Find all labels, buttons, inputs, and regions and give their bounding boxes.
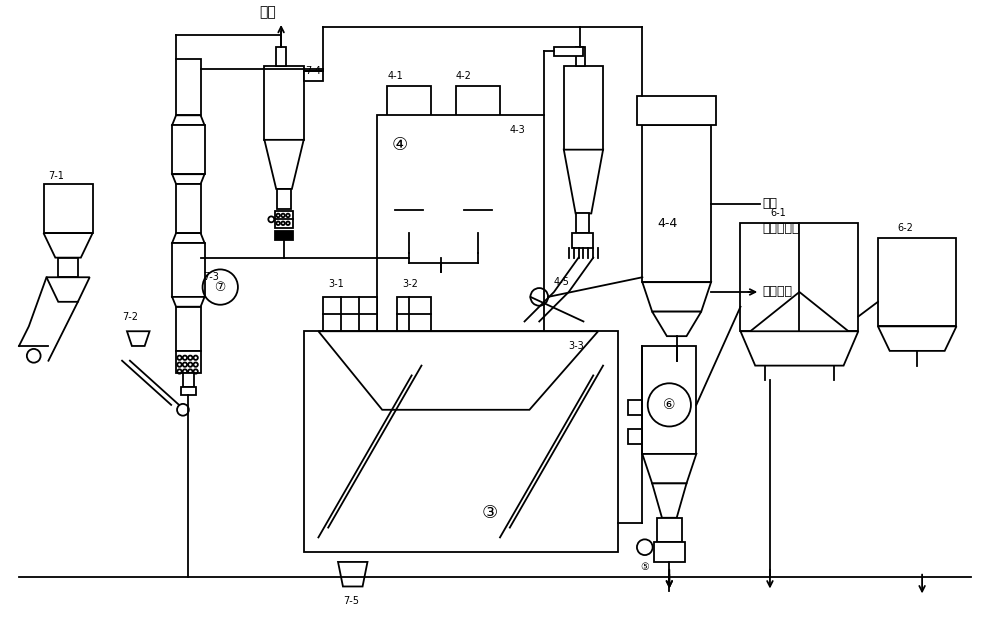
Bar bbox=[654, 542, 685, 562]
Bar bbox=[642, 346, 696, 454]
Bar bbox=[576, 47, 585, 66]
Bar bbox=[181, 388, 196, 395]
Polygon shape bbox=[46, 278, 90, 302]
Text: 7-3: 7-3 bbox=[204, 272, 219, 282]
Bar bbox=[628, 429, 642, 444]
Text: 空气: 空气 bbox=[762, 197, 777, 210]
Text: 制酸装置: 制酸装置 bbox=[762, 286, 792, 299]
Polygon shape bbox=[637, 96, 716, 125]
Text: 自鼓风机来: 自鼓风机来 bbox=[762, 222, 800, 234]
Bar bbox=[172, 125, 205, 174]
Polygon shape bbox=[750, 292, 848, 331]
Bar bbox=[387, 86, 431, 130]
Polygon shape bbox=[264, 140, 304, 189]
Bar bbox=[740, 223, 858, 331]
Polygon shape bbox=[740, 331, 858, 366]
Bar bbox=[472, 169, 484, 199]
Polygon shape bbox=[642, 454, 696, 483]
Bar bbox=[44, 184, 93, 233]
Bar bbox=[572, 233, 593, 248]
Text: 4-5: 4-5 bbox=[554, 277, 570, 287]
Polygon shape bbox=[564, 149, 603, 214]
Polygon shape bbox=[642, 282, 711, 312]
Bar bbox=[397, 297, 431, 331]
Text: ⑥: ⑥ bbox=[663, 398, 676, 412]
Text: 7-1: 7-1 bbox=[48, 171, 64, 181]
Text: 3-1: 3-1 bbox=[328, 279, 344, 289]
Bar bbox=[576, 214, 589, 233]
Text: 6-2: 6-2 bbox=[898, 223, 913, 233]
Text: ③: ③ bbox=[482, 504, 498, 522]
Bar bbox=[172, 243, 205, 297]
Bar bbox=[564, 66, 603, 149]
Bar bbox=[275, 211, 293, 228]
Text: 4-1: 4-1 bbox=[387, 71, 403, 81]
Bar bbox=[304, 71, 323, 81]
Polygon shape bbox=[172, 115, 205, 125]
Bar bbox=[277, 189, 291, 209]
Polygon shape bbox=[172, 174, 205, 184]
Bar bbox=[377, 115, 544, 410]
Text: 4-4: 4-4 bbox=[657, 217, 677, 230]
Bar bbox=[58, 258, 78, 278]
Polygon shape bbox=[652, 483, 687, 518]
Bar bbox=[176, 184, 201, 233]
Text: 7-2: 7-2 bbox=[122, 311, 138, 321]
Text: 4-3: 4-3 bbox=[510, 125, 526, 135]
Polygon shape bbox=[172, 297, 205, 307]
Bar bbox=[878, 238, 956, 326]
Bar bbox=[304, 331, 618, 552]
Text: ④: ④ bbox=[392, 136, 408, 154]
Bar bbox=[403, 169, 416, 199]
Text: 3-2: 3-2 bbox=[402, 279, 418, 289]
Bar bbox=[276, 47, 286, 66]
Bar bbox=[464, 201, 492, 218]
Bar bbox=[275, 231, 293, 240]
Polygon shape bbox=[127, 331, 150, 346]
Bar bbox=[264, 66, 304, 140]
Polygon shape bbox=[456, 130, 500, 169]
Polygon shape bbox=[318, 331, 598, 410]
Bar bbox=[323, 297, 377, 331]
Text: 7-4: 7-4 bbox=[306, 66, 322, 76]
Polygon shape bbox=[387, 130, 431, 169]
Bar bbox=[176, 307, 201, 351]
Text: 4-2: 4-2 bbox=[456, 71, 472, 81]
Bar bbox=[176, 351, 201, 374]
Bar bbox=[554, 47, 583, 56]
Bar bbox=[183, 374, 194, 388]
Polygon shape bbox=[652, 312, 701, 336]
Text: ⑦: ⑦ bbox=[215, 281, 226, 294]
Bar bbox=[657, 518, 682, 542]
Bar bbox=[628, 400, 642, 415]
Text: 排空: 排空 bbox=[260, 5, 276, 19]
Bar bbox=[642, 125, 711, 282]
Bar bbox=[395, 221, 423, 233]
Polygon shape bbox=[878, 326, 956, 351]
Polygon shape bbox=[44, 233, 93, 258]
Text: 3-3: 3-3 bbox=[569, 341, 584, 351]
Polygon shape bbox=[338, 562, 367, 586]
Text: ⑤: ⑤ bbox=[640, 562, 649, 572]
Bar bbox=[456, 86, 500, 130]
Text: 7-5: 7-5 bbox=[343, 596, 359, 606]
Bar bbox=[395, 201, 423, 218]
Polygon shape bbox=[172, 233, 205, 243]
Text: 6-1: 6-1 bbox=[770, 209, 786, 219]
Bar bbox=[176, 59, 201, 115]
Bar bbox=[464, 221, 492, 233]
